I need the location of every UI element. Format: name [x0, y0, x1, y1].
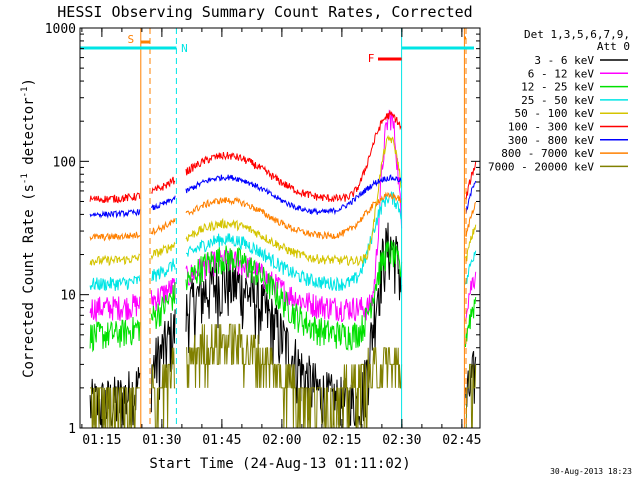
plot-frame — [79, 27, 481, 429]
series-line-3-segment-1 — [89, 316, 141, 353]
series-line-8-segment-3 — [185, 191, 403, 240]
series-line-4-segment-3 — [185, 191, 402, 292]
series-line-4-segment-4 — [465, 250, 477, 285]
series-line-8-segment-1 — [89, 231, 141, 242]
annotation-label: N — [181, 42, 188, 55]
series-line-4-segment-2 — [151, 258, 176, 282]
y-axis-label-sup2: -1 — [20, 87, 30, 98]
series-line-2-segment-4 — [465, 271, 477, 322]
series-line-9-segment-2 — [151, 347, 176, 429]
y-axis-label-sup1: -1 — [20, 173, 30, 184]
series-line-9-segment-3 — [186, 323, 403, 429]
x-tick-label: 02:45 — [442, 433, 481, 448]
series-line-3-segment-3 — [185, 240, 403, 351]
legend-header-line2: Att 0 — [597, 40, 630, 53]
legend-entry-label: 6 - 12 keV — [528, 67, 595, 80]
footer-timestamp: 30-Aug-2013 18:23 — [550, 467, 632, 476]
series-line-9-segment-4 — [465, 363, 477, 429]
y-axis-label-part1: Corrected Count Rate (s — [21, 184, 37, 378]
series-line-2-segment-2 — [150, 278, 176, 312]
legend-entry-label: 800 - 7000 keV — [501, 147, 594, 160]
series-line-5-segment-2 — [150, 241, 176, 261]
series-line-7-segment-3 — [185, 174, 403, 216]
y-tick-labels: 1 10 100 1000 — [45, 22, 76, 437]
x-tick-label: 02:15 — [322, 433, 361, 448]
legend-entry-label: 3 - 6 keV — [534, 54, 594, 67]
series-line-8-segment-4 — [465, 201, 477, 237]
x-tick-label: 02:30 — [382, 433, 421, 448]
series-line-3-segment-2 — [150, 282, 176, 330]
series-line-6-segment-3 — [185, 110, 402, 202]
series-line-2-segment-1 — [89, 294, 141, 322]
series-line-7-segment-4 — [465, 180, 477, 214]
annotation-label: F — [368, 52, 375, 65]
chart-title: HESSI Observing Summary Count Rates, Cor… — [57, 3, 472, 21]
x-tick-label: 01:45 — [202, 433, 241, 448]
x-tick-labels: 01:15 01:30 01:45 02:00 02:15 02:30 02:45 — [82, 433, 481, 448]
series-line-8-segment-2 — [150, 217, 176, 236]
legend-entry-label: 100 - 300 keV — [508, 121, 594, 134]
series-line-6-segment-2 — [151, 176, 176, 194]
y-axis-label-part2: detector — [21, 97, 37, 173]
series-line-4-segment-1 — [89, 274, 141, 292]
legend-entry-label: 300 - 800 keV — [508, 134, 594, 147]
y-tick-label: 1000 — [45, 22, 76, 37]
x-tick-label: 01:15 — [82, 433, 121, 448]
series-line-6-segment-1 — [89, 192, 141, 204]
plot-area: S N F — [80, 28, 477, 429]
series-line-1-segment-2 — [150, 309, 176, 413]
series-line-5-segment-4 — [465, 224, 477, 262]
series-line-7-segment-2 — [150, 195, 176, 211]
axes — [79, 27, 481, 429]
legend-entry-label: 25 - 50 keV — [521, 94, 594, 107]
y-tick-label: 1 — [68, 422, 76, 437]
y-tick-label: 100 — [53, 155, 76, 170]
legend-entry-label: 12 - 25 keV — [521, 81, 594, 94]
y-axis-label-part3: ) — [21, 78, 37, 86]
series-line-6-segment-4 — [465, 161, 477, 200]
series-line-5-segment-1 — [89, 253, 141, 267]
x-tick-label: 02:00 — [262, 433, 301, 448]
legend-header-line1: Det 1,3,5,6,7,9, — [524, 28, 630, 41]
series-line-3-segment-4 — [465, 297, 477, 348]
x-tick-label: 01:30 — [142, 433, 181, 448]
x-axis-label: Start Time (24-Aug-13 01:11:02) — [149, 456, 410, 472]
annotation-label: S — [127, 33, 134, 46]
legend-entry-label: 50 - 100 keV — [515, 107, 595, 120]
series-line-5-segment-3 — [185, 134, 403, 267]
y-axis-label: Corrected Count Rate (s-1 detector-1) — [20, 78, 37, 378]
series-line-7-segment-1 — [89, 208, 141, 219]
legend-entry-label: 7000 - 20000 keV — [488, 160, 594, 173]
y-tick-label: 10 — [60, 289, 76, 304]
